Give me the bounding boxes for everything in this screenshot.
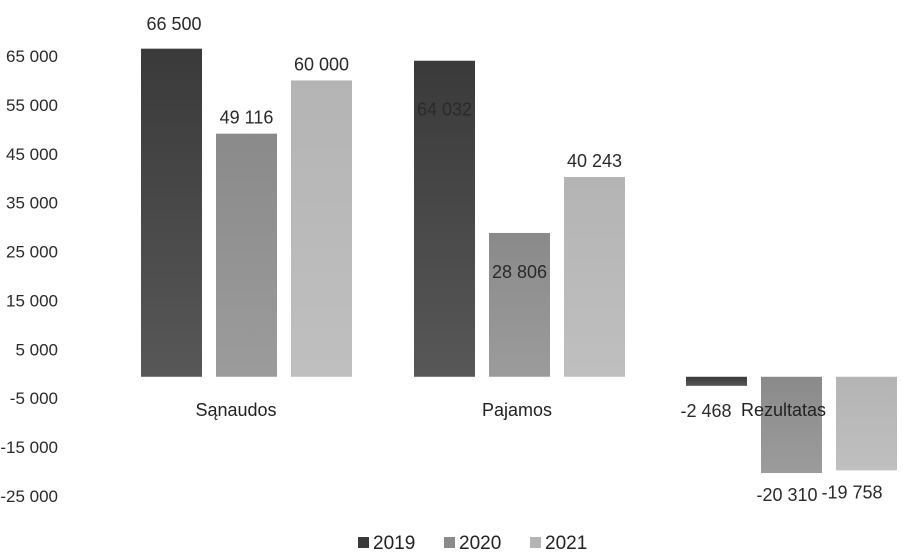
y-tick-label: -25 000 xyxy=(0,487,58,506)
data-label: -19 758 xyxy=(821,482,882,502)
category-labels: Sąnaudos Pajamos Rezultatas xyxy=(195,400,826,420)
legend-entry: 2019 xyxy=(373,533,415,554)
bar-2021-1 xyxy=(564,177,625,377)
y-axis: 65 000 55 000 45 000 35 000 25 000 15 000 5 00… xyxy=(0,47,58,506)
data-label: 49 116 xyxy=(220,108,274,128)
data-label: 40 243 xyxy=(567,151,622,171)
category-label: Pajamos xyxy=(482,400,552,420)
legend-swatch xyxy=(530,537,541,548)
data-labels: 66 500 49 116 60 000 64 032 28 806 40 243 -2 4… xyxy=(146,14,882,505)
legend: 2019 2020 2021 xyxy=(358,533,587,554)
legend-entry: 2021 xyxy=(545,533,587,554)
data-label: 66 500 xyxy=(146,14,201,34)
y-tick-label: 45 000 xyxy=(6,145,58,164)
category-label: Rezultatas xyxy=(741,400,826,420)
bar-2020-1 xyxy=(489,232,550,377)
data-label: 28 806 xyxy=(492,262,547,282)
bar-2021-0 xyxy=(291,80,352,377)
legend-entry: 2020 xyxy=(459,533,501,554)
bars-area xyxy=(141,48,897,474)
data-label: -2 468 xyxy=(680,401,731,421)
data-label: 64 032 xyxy=(417,100,472,120)
bar-2020-2 xyxy=(761,376,822,474)
y-tick-label: 55 000 xyxy=(6,96,58,115)
y-tick-label: -5 000 xyxy=(10,389,58,408)
data-label: -20 310 xyxy=(756,485,817,505)
y-tick-label: 65 000 xyxy=(6,47,58,66)
y-tick-label: 25 000 xyxy=(6,243,58,262)
y-tick-label: 35 000 xyxy=(6,194,58,213)
y-tick-label: 15 000 xyxy=(6,291,58,310)
y-tick-label: -15 000 xyxy=(0,438,58,457)
data-label: 60 000 xyxy=(294,54,349,74)
bar-2019-1 xyxy=(414,60,475,377)
bar-2020-0 xyxy=(216,133,277,377)
category-label: Sąnaudos xyxy=(195,400,276,420)
legend-swatch xyxy=(358,537,369,548)
bar-2021-2 xyxy=(836,376,897,471)
legend-swatch xyxy=(444,537,455,548)
y-tick-label: 5 000 xyxy=(15,340,58,359)
bar-2019-2 xyxy=(686,376,747,386)
bar-2019-0 xyxy=(141,48,202,377)
